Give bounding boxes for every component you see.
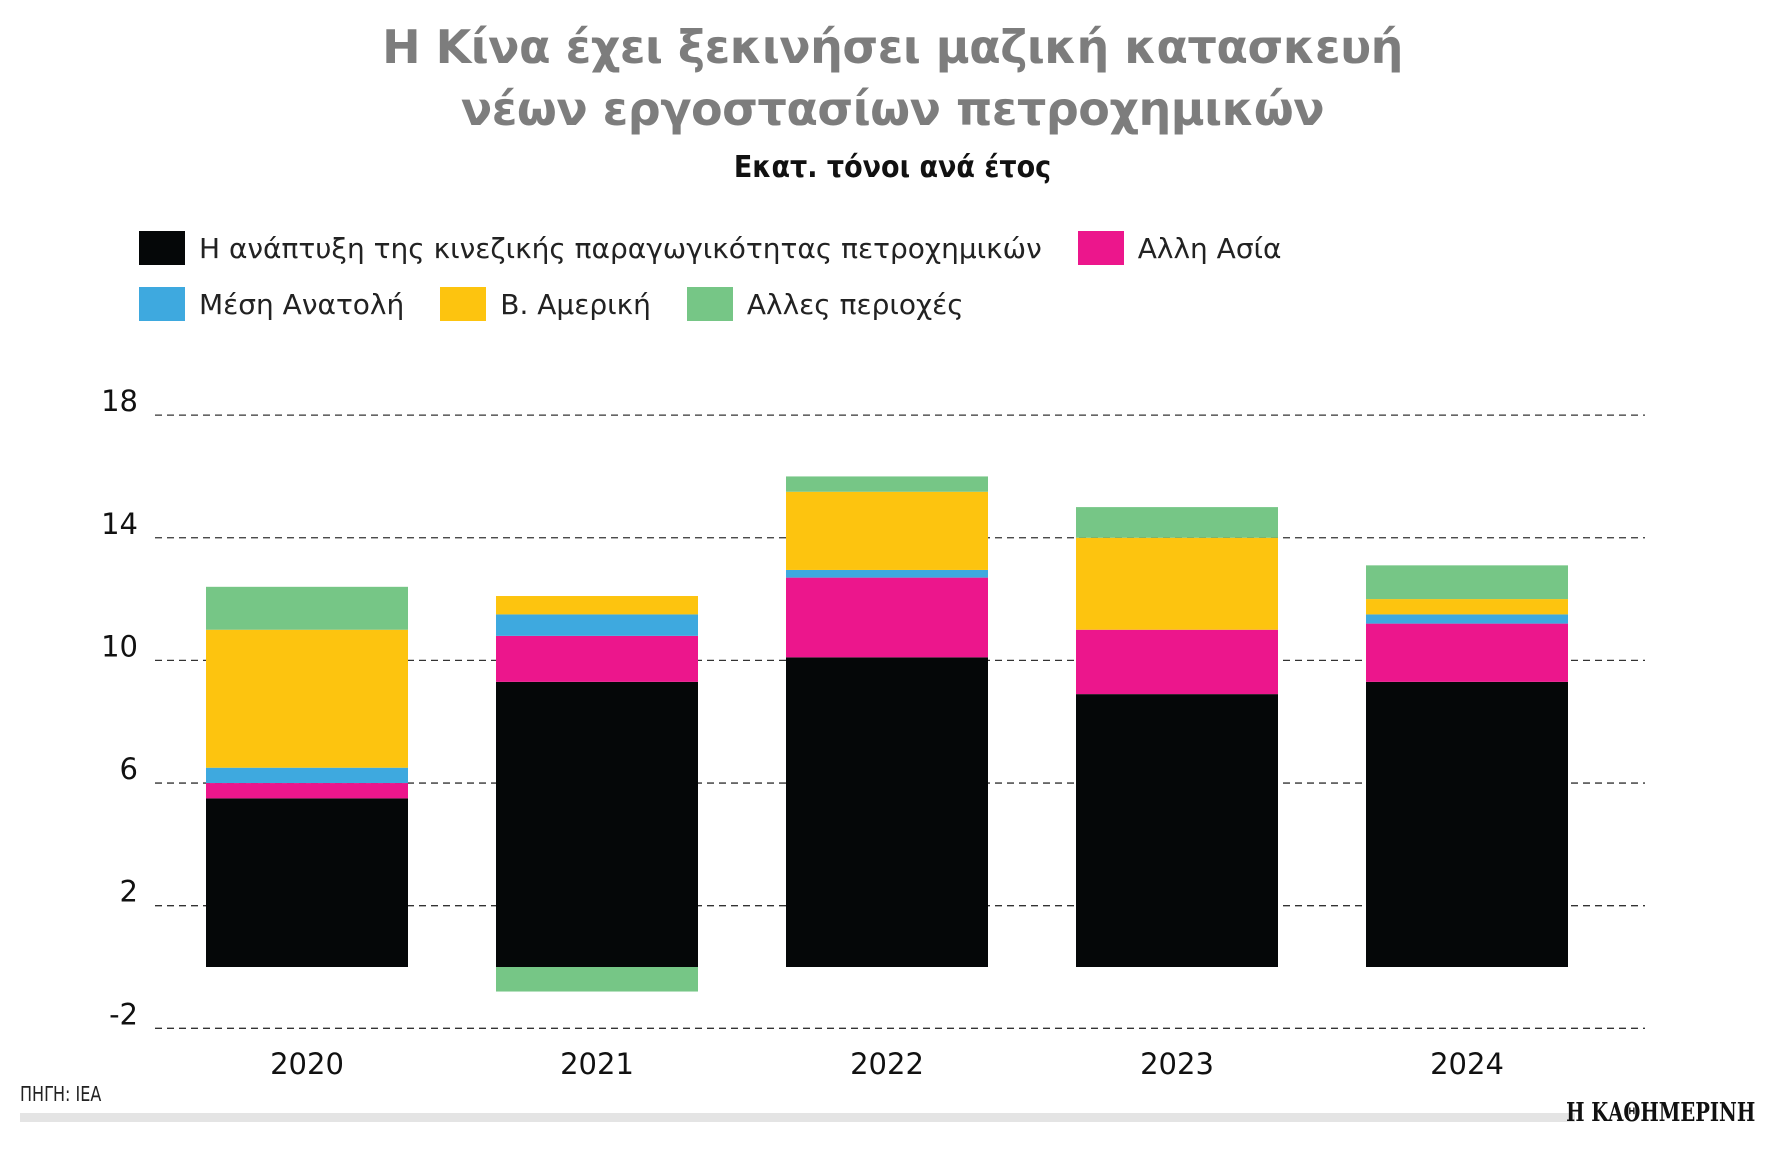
bar-segment-2021-s1 <box>496 635 698 682</box>
bar-segment-2023-s3 <box>1076 537 1278 630</box>
y-tick-label: 14 <box>101 507 138 541</box>
chart-subtitle: Εκατ. τόνοι ανά έτος <box>733 150 1052 185</box>
legend-label: Αλλη Ασία <box>1137 231 1282 265</box>
legend: Η ανάπτυξη της κινεζικής παραγωγικότητας… <box>139 228 1318 340</box>
bar-segment-2020-s3 <box>206 629 408 768</box>
bar-segment-2022-s3 <box>786 491 988 570</box>
x-tick-label: 2020 <box>270 1047 344 1081</box>
bar-segment-2020-s1 <box>206 783 408 799</box>
legend-item-north-america: Β. Αμερική <box>440 287 651 321</box>
footer-rule <box>20 1113 1575 1122</box>
bar-segment-2023-s1 <box>1076 629 1278 695</box>
bar-segment-2022-s4 <box>786 476 988 492</box>
bar-segment-2020-s4 <box>206 586 408 630</box>
bar-segment-2024-s4 <box>1366 565 1568 600</box>
bar-segment-2022-s0 <box>786 657 988 967</box>
legend-swatch <box>440 287 487 321</box>
bar-segment-2024-s2 <box>1366 614 1568 624</box>
chart-title-line-1: Η Κίνα έχει ξεκινήσει μαζική κατασκευή <box>382 20 1403 74</box>
x-tick-label: 2022 <box>850 1047 924 1081</box>
legend-label: Η ανάπτυξη της κινεζικής παραγωγικότητας… <box>199 231 1042 265</box>
legend-label: Β. Αμερική <box>500 287 651 321</box>
legend-item-other-asia: Αλλη Ασία <box>1077 231 1282 265</box>
y-tick-label: 10 <box>101 629 138 663</box>
bar-segment-2020-s0 <box>206 798 408 967</box>
legend-item-middle-east: Μέση Ανατολή <box>139 287 404 321</box>
bar-segment-2022-s1 <box>786 577 988 658</box>
source-note: ΠΗΓΗ: IEA <box>20 1082 102 1106</box>
legend-label: Αλλες περιοχές <box>746 287 964 321</box>
bar-segment-2021-s3 <box>496 596 698 615</box>
legend-row-2: Μέση Ανατολή Β. Αμερική Αλλες περιοχές <box>139 284 1318 324</box>
y-tick-label: 6 <box>120 752 138 786</box>
bar-segment-2023-s0 <box>1076 694 1278 967</box>
x-tick-label: 2021 <box>560 1047 634 1081</box>
legend-label: Μέση Ανατολή <box>199 287 405 321</box>
y-tick-label: 18 <box>101 384 138 418</box>
legend-swatch <box>139 231 185 265</box>
legend-swatch <box>139 287 185 321</box>
legend-item-china: Η ανάπτυξη της κινεζικής παραγωγικότητας… <box>139 231 1042 265</box>
bar-segment-2024-s3 <box>1366 599 1568 615</box>
chart-title: Η Κίνα έχει ξεκινήσει μαζική κατασκευή ν… <box>0 16 1785 140</box>
chart-title-line-2: νέων εργοστασίων πετροχημικών <box>460 82 1325 136</box>
bar-segment-2020-s2 <box>206 767 408 784</box>
bar-segment-2023-s4 <box>1076 507 1278 538</box>
x-tick-label: 2023 <box>1140 1047 1214 1081</box>
y-tick-label: 2 <box>120 875 138 909</box>
bar-segment-2021-s0 <box>496 681 698 967</box>
legend-swatch <box>1077 231 1124 265</box>
bar-segment-2022-s2 <box>786 569 988 578</box>
bar-segment-2021-s2 <box>496 614 698 636</box>
y-tick-label: -2 <box>109 997 138 1031</box>
legend-row-1: Η ανάπτυξη της κινεζικής παραγωγικότητας… <box>139 228 1318 268</box>
legend-item-other-regions: Αλλες περιοχές <box>686 287 964 321</box>
bar-segment-2024-s1 <box>1366 623 1568 682</box>
bar-segment-2021-s4 <box>496 967 698 992</box>
publisher-logo: Η ΚΑΘΗΜΕΡΙΝΗ <box>1565 1098 1755 1128</box>
bar-segment-2024-s0 <box>1366 681 1568 967</box>
legend-swatch <box>686 287 733 321</box>
x-tick-label: 2024 <box>1430 1047 1504 1081</box>
